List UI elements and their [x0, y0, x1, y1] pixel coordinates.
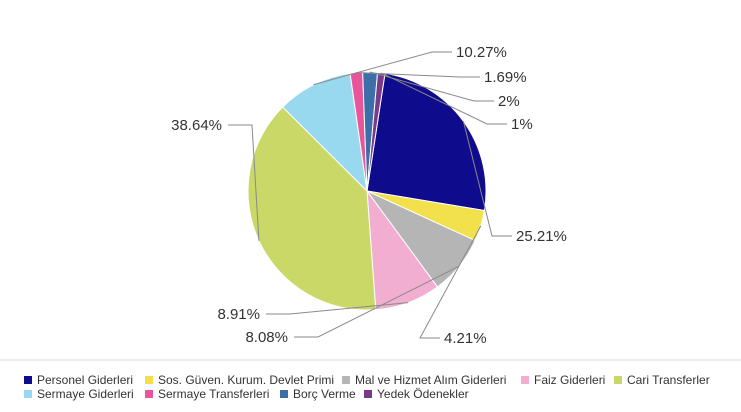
data-label-sos-guven-kurum-devlet-primi: 4.21%	[444, 330, 487, 347]
legend-item-mal-ve-hizmet-alim-giderleri[interactable]: Mal ve Hizmet Alım Giderleri	[342, 373, 506, 387]
legend-label: Sermaye Giderleri	[37, 387, 134, 401]
connector-personel-giderleri	[462, 121, 512, 237]
data-labels: 25.21% 4.21% 8.08% 8.91% 38.64% 10.27% 1.69% 2%…	[171, 44, 567, 347]
legend-swatch	[24, 376, 32, 384]
legend-item-personel-giderleri[interactable]: Personel Giderleri	[24, 373, 133, 387]
connector-mal-ve-hizmet-alim-giderleri	[294, 265, 460, 338]
legend-swatch	[614, 376, 622, 384]
legend-item-yedek-odenekler[interactable]: Yedek Ödenekler	[364, 387, 469, 401]
legend-item-sermaye-giderleri[interactable]: Sermaye Giderleri	[24, 387, 134, 401]
legend-swatch	[521, 376, 529, 384]
legend-item-sos-guven-kurum-devlet-primi[interactable]: Sos. Güven. Kurum. Devlet Primi	[145, 373, 334, 387]
connector-yedek-odenekler	[381, 72, 507, 125]
legend-label: Sos. Güven. Kurum. Devlet Primi	[158, 373, 334, 387]
data-label-mal-ve-hizmet-alim-giderleri: 8.08%	[245, 329, 288, 346]
legend-item-sermaye-transferleri[interactable]: Sermaye Transferleri	[145, 387, 269, 401]
legend-item-borc-verme[interactable]: Borç Verme	[280, 387, 356, 401]
legend-swatch	[342, 376, 350, 384]
data-label-personel-giderleri: 25.21%	[516, 228, 567, 245]
pie-slices	[247, 71, 487, 311]
connector-sermaye-giderleri	[313, 51, 452, 86]
legend-swatch	[24, 390, 32, 398]
legend-label: Yedek Ödenekler	[377, 387, 469, 401]
connector-faiz-giderleri	[266, 302, 409, 315]
label-connectors	[228, 51, 512, 339]
legend-swatch	[145, 390, 153, 398]
legend: Personel Giderleri Sos. Güven. Kurum. Dev…	[24, 373, 710, 401]
legend-swatch	[280, 390, 288, 398]
legend-label: Faiz Giderleri	[534, 373, 605, 387]
legend-label: Borç Verme	[293, 387, 356, 401]
data-label-sermaye-transferleri: 1.69%	[484, 69, 527, 86]
data-label-cari-transferler: 38.64%	[171, 117, 222, 134]
data-label-yedek-odenekler: 1%	[511, 116, 533, 133]
legend-swatch	[145, 376, 153, 384]
data-label-borc-verme: 2%	[498, 93, 520, 110]
data-label-faiz-giderleri: 8.91%	[217, 306, 260, 323]
data-label-sermaye-giderleri: 10.27%	[456, 44, 507, 61]
legend-swatch	[364, 390, 372, 398]
connector-sos-guven-kurum-devlet-primi	[419, 225, 482, 339]
legend-item-faiz-giderleri[interactable]: Faiz Giderleri	[521, 373, 605, 387]
pie-slice-cari-transferler[interactable]	[247, 106, 377, 311]
connector-sermaye-transferleri	[356, 72, 480, 78]
legend-label: Personel Giderleri	[37, 373, 133, 387]
legend-label: Cari Transferler	[627, 373, 710, 387]
connector-cari-transferler	[228, 124, 260, 241]
legend-label: Mal ve Hizmet Alım Giderleri	[355, 373, 506, 387]
legend-label: Sermaye Transferleri	[158, 387, 269, 401]
connector-borc-verme	[369, 71, 494, 102]
legend-item-cari-transferler[interactable]: Cari Transferler	[614, 373, 710, 387]
